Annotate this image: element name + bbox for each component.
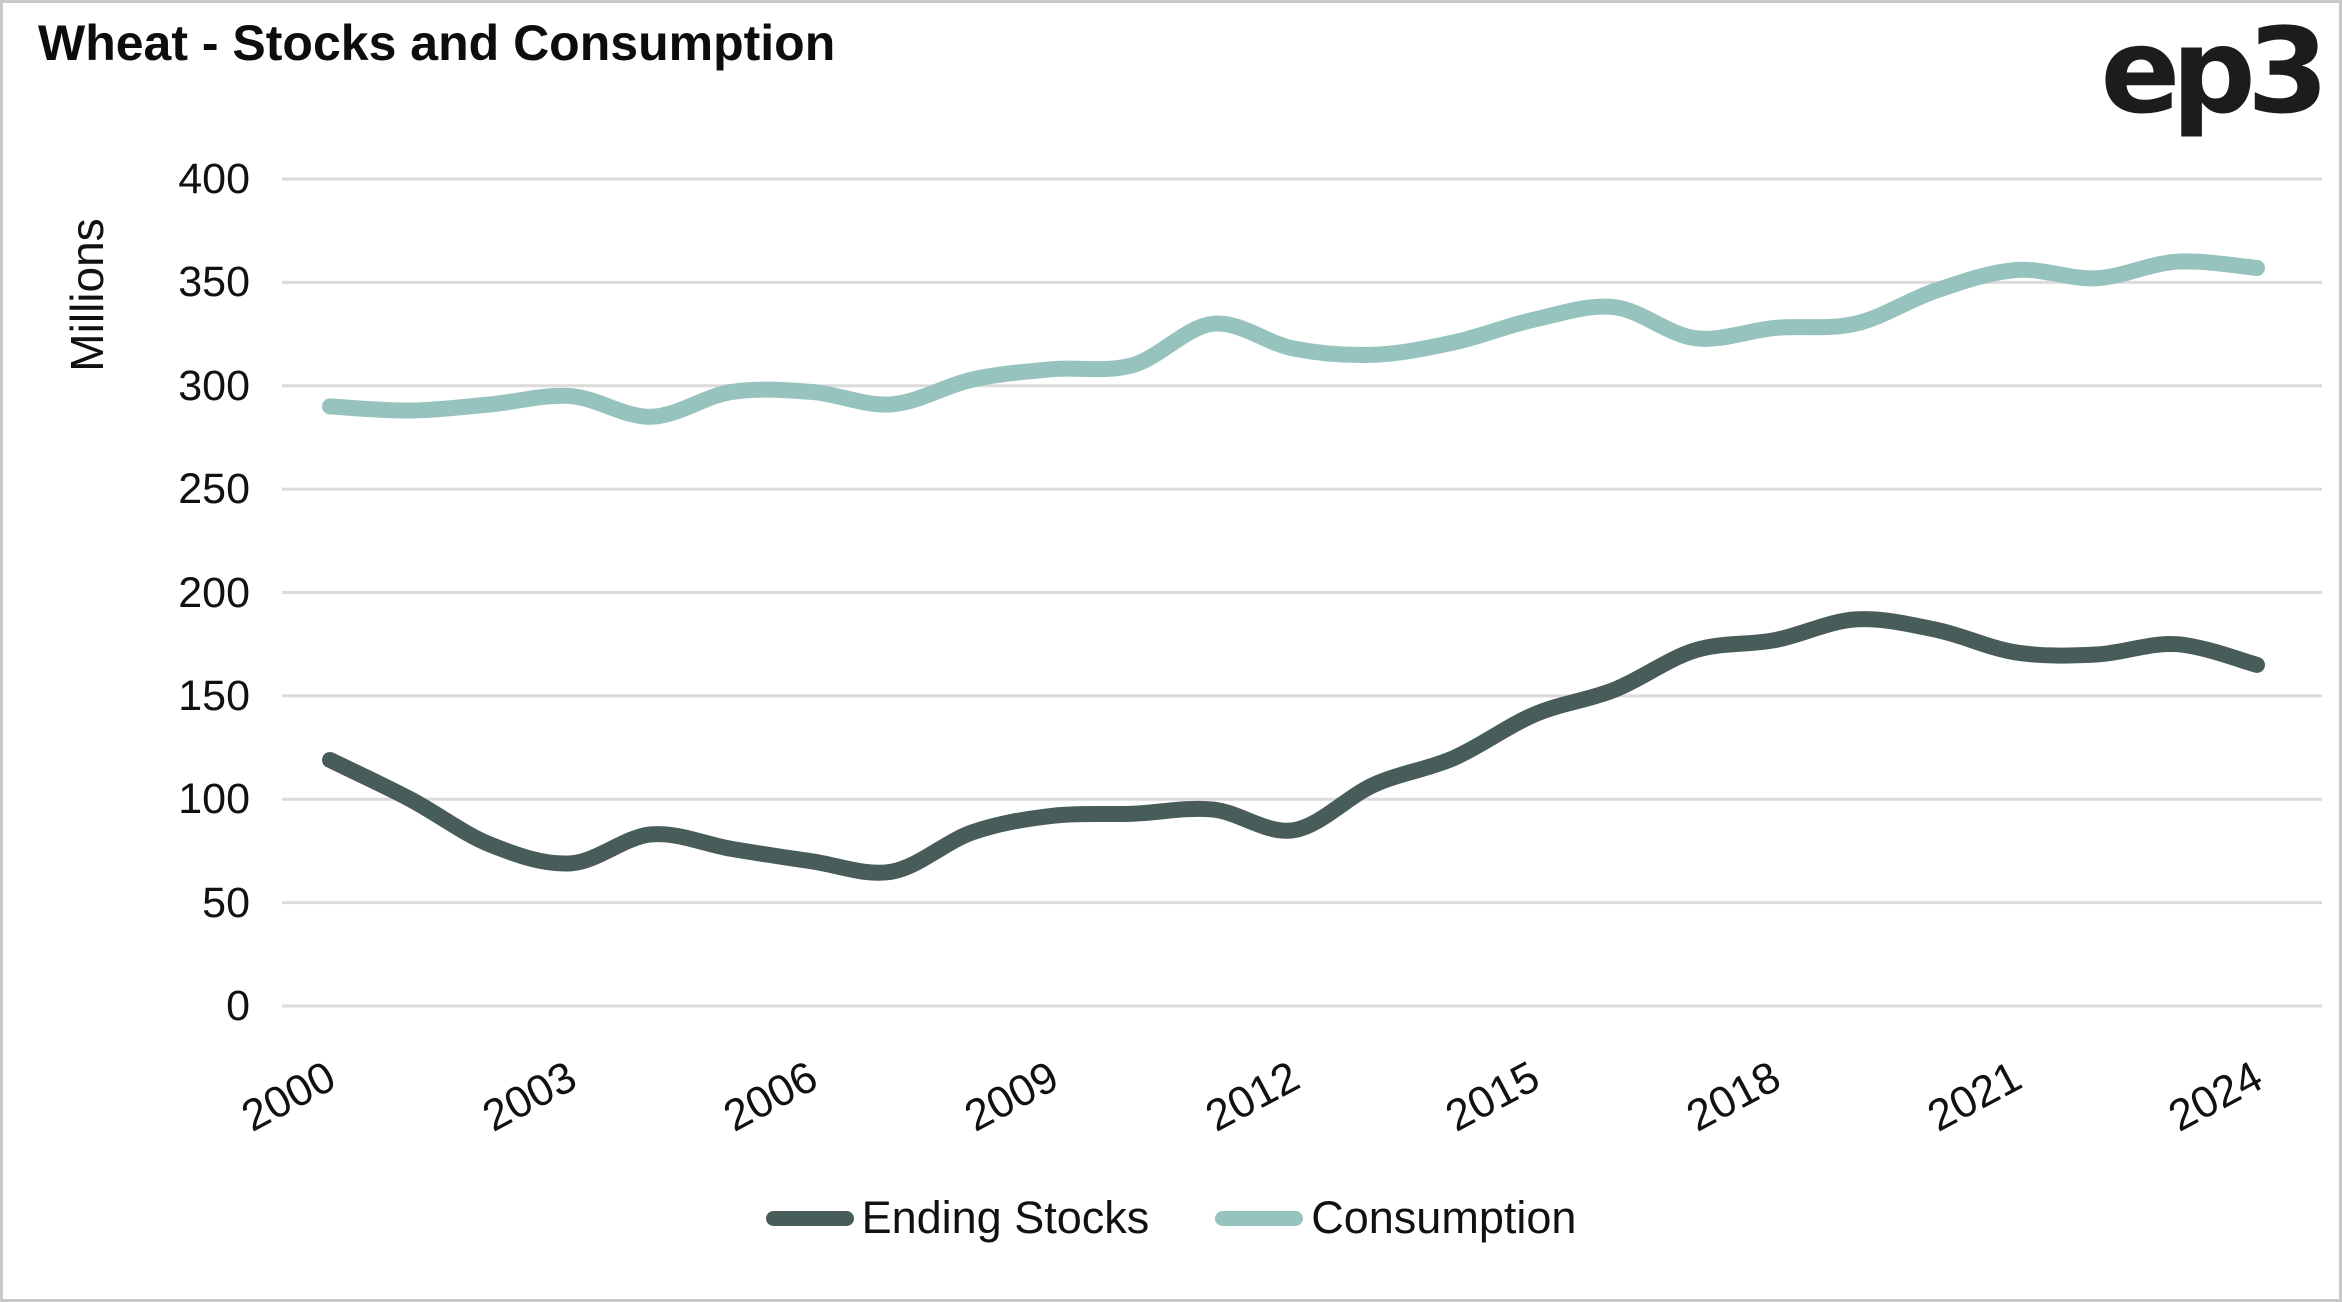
y-tick-label: 100 [178,775,250,824]
legend: Ending Stocks Consumption [0,1192,2342,1244]
y-tick-label: 400 [178,155,250,203]
y-tick-label: 200 [178,568,250,617]
y-tick-label: 350 [178,258,250,307]
y-tick-label: 250 [178,465,250,514]
legend-swatch [765,1210,854,1226]
legend-swatch [1215,1210,1304,1226]
series-line-consumption [322,253,2265,425]
legend-item-consumption: Consumption [1215,1192,1576,1244]
chart-title: Wheat - Stocks and Consumption [38,15,836,71]
gridlines [282,177,2322,1008]
y-tick-label: 150 [178,671,250,720]
y-tick-label: 0 [226,982,250,1030]
legend-label: Consumption [1311,1192,1577,1243]
y-tick-label: 50 [202,878,250,927]
series-paths [322,253,2265,881]
legend-label: Ending Stocks [861,1192,1150,1243]
y-tick-label: 300 [178,361,250,410]
series-line-ending-stocks [322,611,2265,881]
ep3-logo: ep3 [2100,2,2329,140]
legend-item-ending-stocks: Ending Stocks [765,1192,1150,1244]
